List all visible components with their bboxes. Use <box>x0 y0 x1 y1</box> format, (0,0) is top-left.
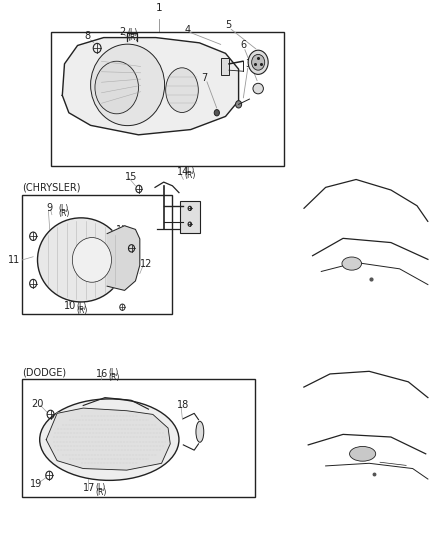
Text: 8: 8 <box>84 31 90 41</box>
Ellipse shape <box>252 54 265 70</box>
Ellipse shape <box>253 83 263 94</box>
Text: 10: 10 <box>64 301 76 311</box>
Bar <box>180 200 200 233</box>
Text: 20: 20 <box>31 399 43 409</box>
Polygon shape <box>107 226 140 290</box>
Ellipse shape <box>38 218 124 302</box>
Text: 7: 7 <box>201 73 208 83</box>
Text: (R): (R) <box>77 306 88 316</box>
Text: (R): (R) <box>109 373 120 382</box>
Text: (DODGE): (DODGE) <box>22 368 67 378</box>
Text: 16: 16 <box>96 369 109 379</box>
Text: (L): (L) <box>95 483 106 492</box>
Ellipse shape <box>40 399 179 480</box>
Bar <box>22 379 255 497</box>
Text: 19: 19 <box>30 479 42 489</box>
Ellipse shape <box>166 68 198 112</box>
Text: (L): (L) <box>109 368 119 377</box>
Text: (R): (R) <box>58 208 69 217</box>
Text: 13: 13 <box>116 225 128 236</box>
Text: 3: 3 <box>245 59 251 69</box>
Ellipse shape <box>95 61 138 114</box>
Text: (L): (L) <box>77 302 87 311</box>
Text: (L): (L) <box>127 28 138 37</box>
Ellipse shape <box>236 101 242 108</box>
Text: (R): (R) <box>185 171 196 180</box>
Text: 4: 4 <box>184 25 190 35</box>
Text: 18: 18 <box>177 400 189 410</box>
Ellipse shape <box>72 238 112 282</box>
Bar <box>221 58 229 76</box>
Text: 17: 17 <box>83 483 95 493</box>
Text: 11: 11 <box>8 255 21 265</box>
Text: 1: 1 <box>155 3 162 13</box>
Text: (L): (L) <box>58 204 68 213</box>
Text: 5: 5 <box>226 20 232 30</box>
Polygon shape <box>46 408 170 470</box>
Ellipse shape <box>91 44 165 126</box>
Ellipse shape <box>248 50 268 75</box>
Text: 2: 2 <box>119 27 125 37</box>
Polygon shape <box>62 38 239 135</box>
Text: 6: 6 <box>241 41 247 51</box>
Text: (R): (R) <box>127 33 139 42</box>
Text: (CHRYSLER): (CHRYSLER) <box>22 182 81 192</box>
Text: 9: 9 <box>46 204 53 213</box>
Ellipse shape <box>214 110 219 116</box>
Bar <box>51 33 284 166</box>
Ellipse shape <box>196 421 204 442</box>
Ellipse shape <box>350 447 376 461</box>
Text: (L): (L) <box>185 166 195 175</box>
Text: 14: 14 <box>177 167 189 176</box>
Ellipse shape <box>342 257 361 270</box>
Text: 15: 15 <box>124 172 137 182</box>
Bar <box>22 195 173 313</box>
Text: (R): (R) <box>95 488 107 497</box>
Text: 12: 12 <box>140 259 152 269</box>
